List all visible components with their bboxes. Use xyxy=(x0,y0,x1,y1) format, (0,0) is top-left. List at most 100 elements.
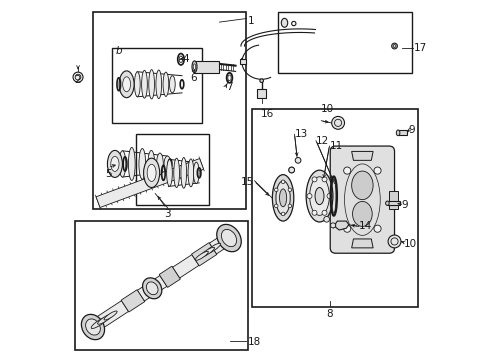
Text: 9: 9 xyxy=(401,200,407,210)
Polygon shape xyxy=(351,239,372,248)
Circle shape xyxy=(295,157,300,163)
Circle shape xyxy=(288,167,294,173)
Bar xyxy=(251,109,417,307)
Ellipse shape xyxy=(104,311,117,320)
Text: 10: 10 xyxy=(321,104,334,114)
Text: 1: 1 xyxy=(247,16,253,26)
Ellipse shape xyxy=(385,201,388,205)
Text: 10: 10 xyxy=(403,239,416,249)
Text: 8: 8 xyxy=(325,309,332,319)
Text: 7: 7 xyxy=(225,82,232,92)
Polygon shape xyxy=(191,243,217,266)
Circle shape xyxy=(326,194,331,199)
Ellipse shape xyxy=(173,158,179,188)
Ellipse shape xyxy=(98,314,112,324)
Polygon shape xyxy=(240,59,245,64)
FancyBboxPatch shape xyxy=(329,146,394,253)
Ellipse shape xyxy=(119,151,125,177)
Text: 18: 18 xyxy=(247,337,260,347)
Polygon shape xyxy=(172,255,199,278)
Circle shape xyxy=(306,194,311,199)
Polygon shape xyxy=(388,191,397,208)
Circle shape xyxy=(311,177,316,182)
Ellipse shape xyxy=(259,79,263,82)
Ellipse shape xyxy=(221,229,236,247)
Polygon shape xyxy=(386,202,399,205)
Polygon shape xyxy=(96,301,128,328)
Bar xyxy=(135,134,208,205)
Polygon shape xyxy=(121,290,144,312)
Ellipse shape xyxy=(143,158,160,188)
Polygon shape xyxy=(137,276,166,301)
Circle shape xyxy=(373,225,380,232)
Text: 16: 16 xyxy=(261,109,274,118)
Ellipse shape xyxy=(163,72,168,96)
Polygon shape xyxy=(194,61,219,73)
Ellipse shape xyxy=(281,18,287,27)
Polygon shape xyxy=(96,158,203,207)
Text: 2: 2 xyxy=(74,75,81,85)
Text: 11: 11 xyxy=(329,141,342,151)
Text: b: b xyxy=(116,46,122,56)
Ellipse shape xyxy=(166,159,172,186)
Ellipse shape xyxy=(147,164,156,181)
Polygon shape xyxy=(397,130,406,135)
Bar xyxy=(93,12,246,208)
Ellipse shape xyxy=(279,189,286,207)
Circle shape xyxy=(281,180,285,184)
Bar xyxy=(278,12,411,73)
Circle shape xyxy=(343,225,350,232)
Text: 6: 6 xyxy=(190,73,197,83)
Circle shape xyxy=(274,188,278,192)
Ellipse shape xyxy=(309,177,328,215)
Ellipse shape xyxy=(305,170,332,222)
Polygon shape xyxy=(335,221,348,230)
Circle shape xyxy=(274,204,278,208)
Ellipse shape xyxy=(107,150,122,177)
Ellipse shape xyxy=(391,43,397,49)
Circle shape xyxy=(281,212,285,216)
Ellipse shape xyxy=(188,159,193,187)
Circle shape xyxy=(287,188,291,192)
Ellipse shape xyxy=(205,243,220,254)
Ellipse shape xyxy=(193,162,199,184)
Ellipse shape xyxy=(181,157,186,188)
Ellipse shape xyxy=(352,202,371,226)
Ellipse shape xyxy=(216,224,241,252)
Text: 15: 15 xyxy=(241,177,254,187)
Ellipse shape xyxy=(148,150,154,177)
Text: 14: 14 xyxy=(358,221,371,231)
Circle shape xyxy=(323,216,329,222)
Text: 13: 13 xyxy=(294,129,307,139)
Ellipse shape xyxy=(272,175,293,221)
Ellipse shape xyxy=(111,157,119,171)
Text: 5: 5 xyxy=(104,168,111,179)
Ellipse shape xyxy=(148,69,154,99)
Ellipse shape xyxy=(395,130,399,136)
Ellipse shape xyxy=(163,156,170,172)
Circle shape xyxy=(343,167,350,174)
Circle shape xyxy=(331,116,344,129)
Circle shape xyxy=(73,72,83,82)
Circle shape xyxy=(330,223,335,228)
Ellipse shape xyxy=(169,76,175,93)
Circle shape xyxy=(288,167,294,173)
Circle shape xyxy=(311,210,316,215)
Ellipse shape xyxy=(314,188,324,204)
Ellipse shape xyxy=(275,181,290,215)
Ellipse shape xyxy=(146,282,158,295)
Text: 17: 17 xyxy=(413,43,427,53)
Text: 9: 9 xyxy=(408,125,415,135)
Circle shape xyxy=(322,177,326,182)
Bar xyxy=(75,221,247,350)
Ellipse shape xyxy=(142,70,147,98)
Polygon shape xyxy=(209,234,230,254)
Ellipse shape xyxy=(193,64,195,69)
Circle shape xyxy=(373,167,380,174)
Ellipse shape xyxy=(139,149,145,179)
Ellipse shape xyxy=(351,171,372,200)
Text: 3: 3 xyxy=(164,209,171,219)
Polygon shape xyxy=(351,152,372,160)
Circle shape xyxy=(287,204,291,208)
Ellipse shape xyxy=(134,72,140,97)
